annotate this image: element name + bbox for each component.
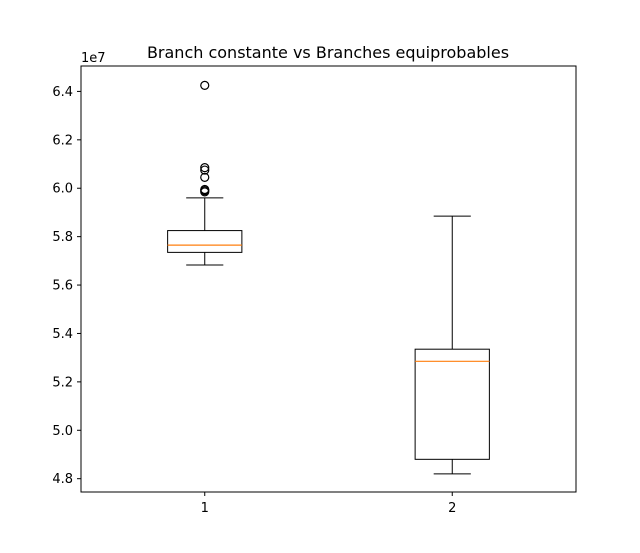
y-tick-label: 5.0 xyxy=(52,424,73,439)
plot-frame xyxy=(80,65,577,493)
chart-title: Branch constante vs Branches equiprobabl… xyxy=(147,43,509,62)
y-tick-label: 5.4 xyxy=(52,327,73,342)
box-outlier xyxy=(200,80,210,90)
box-iqr xyxy=(167,230,243,253)
plot-area: 4.8 5.0 5.2 5.4 5.6 5.8 6.0 6.2 6.4 1 2 xyxy=(52,80,490,516)
box-outlier xyxy=(200,165,210,175)
x-tick-label: 1 xyxy=(201,501,209,516)
y-tick-label: 5.2 xyxy=(52,375,73,390)
y-tick-label: 6.2 xyxy=(52,133,73,148)
box-outlier xyxy=(200,184,210,195)
y-tick-label: 4.8 xyxy=(52,472,73,487)
box-iqr xyxy=(414,348,490,460)
x-tick-label: 2 xyxy=(448,501,456,516)
y-tick-label: 5.8 xyxy=(52,230,73,245)
y-tick-label: 6.0 xyxy=(52,182,73,197)
y-tick-label: 5.6 xyxy=(52,279,73,294)
box-outlier xyxy=(200,172,210,182)
y-axis-offset-label: 1e7 xyxy=(81,51,106,66)
box-outlier xyxy=(200,163,210,173)
y-tick-label: 6.4 xyxy=(52,85,73,100)
